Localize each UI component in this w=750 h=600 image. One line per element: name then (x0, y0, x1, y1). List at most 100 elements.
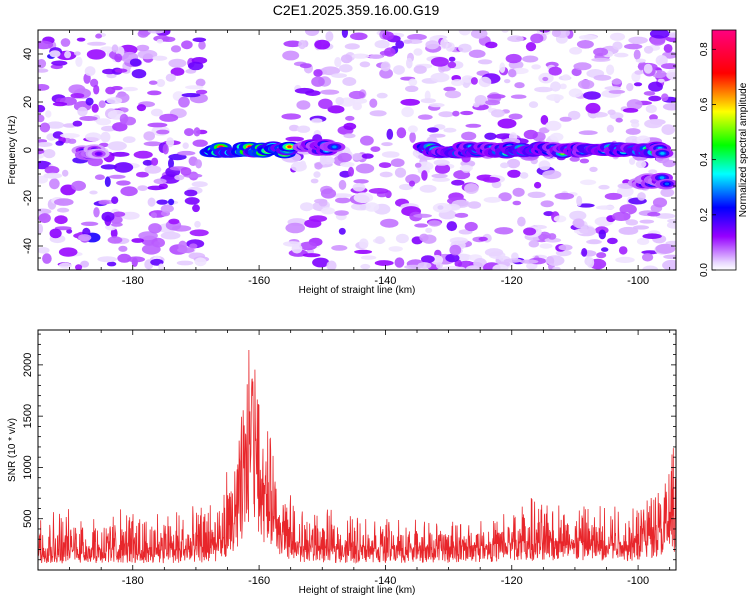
spectrogram-blob (553, 215, 567, 223)
spectrogram-blob (604, 192, 623, 200)
spectrogram-blob (116, 180, 131, 186)
spectrogram-blob (583, 91, 601, 100)
spectrogram-blob (625, 128, 641, 135)
spectrogram-blob (527, 191, 546, 198)
spectrogram-blob (642, 253, 654, 262)
spectrogram-blob (374, 260, 394, 266)
spectrogram-blob (448, 56, 456, 62)
spectrogram-blob (461, 75, 474, 83)
spectrogram-blob (191, 181, 208, 188)
spectrogram-blob (318, 98, 333, 110)
spectrogram-blob (474, 95, 487, 106)
colorbar-tick-label: 0.2 (699, 207, 710, 221)
spectrogram-blob (375, 236, 385, 245)
spectrogram-blob (614, 52, 629, 58)
spectrogram-blob (360, 255, 377, 260)
spectrogram-feature (664, 182, 670, 186)
spectrogram-blob (168, 198, 175, 206)
spectrogram-blob (136, 44, 150, 52)
spectrogram-blob (113, 162, 134, 173)
spectrogram-blob (538, 160, 551, 171)
spectrogram-blob (54, 215, 68, 225)
spectrogram-blob (339, 64, 353, 73)
spectrogram-blob (611, 78, 622, 85)
snr-x-tick-label: -180 (122, 575, 144, 587)
spectrogram-blob (137, 49, 158, 60)
colorbar-tick-label: 0.8 (699, 42, 710, 56)
spectrogram-blob (342, 77, 357, 86)
spectrogram-blob (649, 114, 658, 121)
spectrogram-blob (122, 86, 138, 92)
spectrogram-blob (429, 103, 445, 108)
spectrogram-blob (156, 129, 170, 135)
spectrogram-blob (451, 79, 464, 87)
spectrogram-blob (413, 48, 423, 56)
snr-y-tick-label: 1000 (22, 455, 34, 479)
snr-y-axis: 500 1000 1500 2000 (22, 333, 676, 561)
spectrogram-blob (110, 228, 118, 239)
spectrogram-blob (351, 153, 364, 161)
spectrogram-blob (414, 162, 422, 168)
spectrogram-blob (655, 213, 676, 219)
spectrogram-feature (332, 145, 337, 149)
spectrogram-blob (168, 158, 174, 169)
spectrogram-blob (634, 70, 643, 75)
spectrogram-blob (282, 50, 300, 61)
spectrogram-blob (666, 221, 676, 229)
spectrogram-blob (152, 55, 168, 61)
spectrogram-blob (407, 125, 418, 133)
spectrogram-blob (386, 128, 394, 140)
spectrogram-blob (661, 124, 675, 135)
spectrogram-blob (593, 74, 612, 81)
spectrogram-blob (60, 133, 80, 139)
colorbar-label: Normalized spectral amplitude (738, 82, 749, 217)
spectrogram-blob (354, 249, 373, 254)
spectrogram-blob (334, 210, 349, 216)
colorbar-tick-label: 0.6 (699, 97, 710, 111)
spectrogram-blob (340, 54, 353, 64)
spectrogram-blob (368, 188, 389, 194)
spectrogram-blob (633, 82, 643, 87)
spectrogram-x-tick-label: -180 (122, 275, 144, 287)
spectrogram-blob (137, 185, 148, 192)
spectrogram-blob (93, 207, 100, 218)
spectrogram-blob (137, 30, 149, 38)
spectrogram-blob (578, 34, 598, 41)
spectrogram-blob (136, 104, 146, 112)
spectrogram-blob (343, 122, 357, 130)
spectrogram-blob (147, 30, 165, 34)
spectrogram-blob (144, 165, 162, 174)
spectrogram-blob (192, 139, 208, 147)
spectrogram-blob (102, 68, 116, 75)
spectrogram-blob (181, 40, 193, 50)
spectrogram-blob (417, 114, 433, 120)
spectrogram-blob (461, 131, 477, 141)
spectrogram-blob (458, 43, 472, 53)
spectrogram-blob (580, 179, 597, 186)
spectrogram-blob (80, 221, 99, 226)
spectrogram-blob (159, 113, 179, 122)
spectrogram-blob (485, 99, 501, 106)
spectrogram-blob (127, 256, 145, 263)
spectrogram-blob (465, 123, 482, 128)
spectrogram-blob (408, 78, 418, 87)
spectrogram-blob (419, 233, 429, 242)
spectrogram-blob (545, 255, 565, 266)
spectrogram-blob (498, 192, 512, 202)
spectrogram-blob (419, 184, 437, 193)
spectrogram-blob (101, 211, 115, 222)
spectrogram-blob (86, 49, 106, 60)
spectrogram-blob (114, 53, 123, 63)
spectrogram-blob (341, 30, 348, 38)
spectrogram-blob (74, 51, 81, 56)
spectrogram-blob (440, 38, 449, 49)
spectrogram-blob (579, 158, 590, 164)
spectrogram-blob (421, 170, 428, 181)
spectrogram-blob (185, 85, 204, 90)
spectrogram-blob (296, 125, 311, 133)
spectrogram-blob (184, 128, 194, 137)
spectrogram-blob (165, 73, 176, 82)
spectrogram-blob (38, 153, 44, 159)
spectrogram-blob (321, 156, 335, 165)
spectrogram-blob (111, 222, 123, 227)
